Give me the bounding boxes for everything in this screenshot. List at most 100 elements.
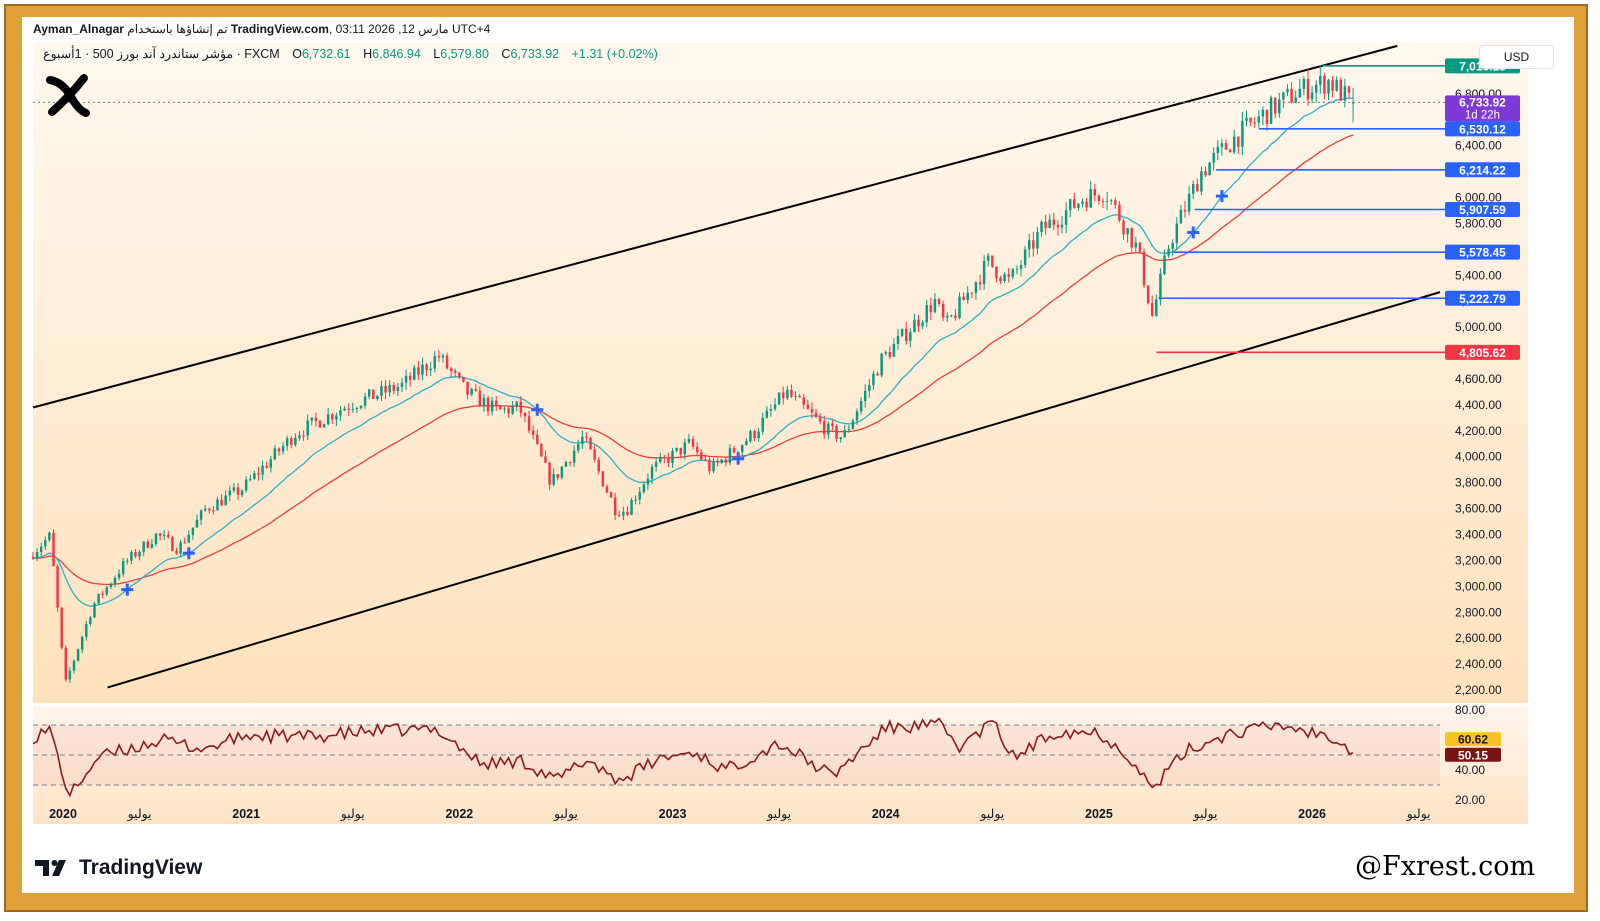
candle <box>216 496 219 511</box>
candle <box>909 328 912 348</box>
candle-body <box>1282 92 1285 100</box>
candle <box>232 482 236 494</box>
candle <box>441 353 445 363</box>
candle-body <box>421 364 424 375</box>
candle-body <box>351 408 355 410</box>
candle-body <box>786 389 789 399</box>
candle <box>777 392 781 406</box>
candle-body <box>31 556 35 559</box>
candle <box>400 378 404 393</box>
candle-body <box>1019 265 1023 269</box>
candle <box>708 456 711 475</box>
candle <box>1167 244 1170 258</box>
candle-body <box>839 437 842 439</box>
candle <box>48 531 51 543</box>
candle <box>741 444 744 456</box>
candle <box>523 412 527 423</box>
candle-body <box>1015 268 1019 270</box>
candle-body <box>896 335 900 344</box>
candle-body <box>818 416 822 422</box>
candle-body <box>622 511 625 516</box>
candle-body <box>269 459 273 468</box>
candle-body <box>986 255 990 261</box>
x-axis-label: 2024 <box>872 807 900 821</box>
candle-body <box>683 442 687 455</box>
candle <box>695 442 699 456</box>
candle <box>1085 197 1088 212</box>
candle-body <box>958 296 961 319</box>
candle-body <box>560 466 564 478</box>
candle-body <box>585 436 588 438</box>
candle <box>433 350 436 373</box>
candle-body <box>589 437 592 450</box>
candle <box>954 308 957 321</box>
candle-body <box>966 292 969 301</box>
currency-button[interactable]: USD <box>1479 45 1554 69</box>
candle <box>1048 214 1051 229</box>
candle <box>896 328 900 350</box>
candle <box>60 607 63 650</box>
candle <box>966 285 969 304</box>
candle <box>1294 90 1297 104</box>
candle <box>577 439 580 454</box>
candle-body <box>478 390 482 407</box>
candle <box>1306 69 1310 107</box>
candle-body <box>1032 240 1035 249</box>
candle-body <box>253 473 256 479</box>
candle <box>1216 140 1220 161</box>
candle-body <box>1224 143 1228 150</box>
candle <box>1015 265 1019 275</box>
site-name[interactable]: TradingView.com <box>230 22 329 36</box>
candle-body <box>913 319 916 333</box>
candle-body <box>823 421 826 435</box>
current-price-text: 6,733.92 <box>1459 95 1506 109</box>
ema-cross-marker <box>121 583 134 596</box>
level-label: 6,214.22 <box>1445 162 1520 178</box>
candle <box>958 292 961 320</box>
candle <box>1339 77 1343 102</box>
candle-body <box>847 428 851 431</box>
candle <box>1196 178 1199 192</box>
candle <box>597 457 600 475</box>
candle-body <box>765 410 769 418</box>
candle-body <box>1093 188 1097 196</box>
author-name[interactable]: Ayman_Alnagar <box>33 22 124 36</box>
candle <box>445 352 449 370</box>
candle-body <box>326 414 330 425</box>
candle <box>351 402 355 413</box>
low-value: 6,579.80 <box>440 47 489 61</box>
candle <box>355 406 359 414</box>
candle-body <box>863 390 867 402</box>
candle-body <box>933 298 937 313</box>
candle-body <box>950 315 953 317</box>
candle-body <box>285 438 289 446</box>
candle <box>671 447 674 469</box>
candle <box>531 425 535 440</box>
candle-body <box>1183 209 1187 212</box>
candle-body <box>794 395 797 397</box>
candle-body <box>400 382 404 388</box>
candle <box>462 377 465 383</box>
candle <box>167 530 170 539</box>
candle-body <box>1298 88 1302 98</box>
candle-body <box>1150 303 1154 316</box>
candle-body <box>917 319 920 327</box>
candle-body <box>208 508 211 511</box>
candle <box>724 457 728 467</box>
candle <box>1068 198 1072 218</box>
candle-body <box>89 617 92 624</box>
y-tick-label: 5,400.00 <box>1455 268 1502 282</box>
symbol-description[interactable]: مؤشر ستاندرد آند بورز 500 · 1أسبوع · FXC… <box>43 47 280 61</box>
candle-body <box>1323 75 1326 94</box>
candle <box>937 297 941 307</box>
candle <box>921 320 924 330</box>
candle-body <box>203 508 207 511</box>
x-axis-label: يوليو <box>1193 807 1218 822</box>
candle <box>1249 117 1252 127</box>
tradingview-logo[interactable]: TradingView <box>35 856 202 880</box>
brand-logo-icon <box>46 74 90 117</box>
candle-body <box>712 461 715 472</box>
candle-body <box>503 408 506 410</box>
candle-body <box>302 435 305 437</box>
